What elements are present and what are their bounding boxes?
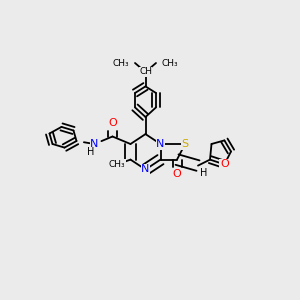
Text: S: S (182, 139, 189, 149)
Text: N: N (141, 164, 150, 175)
Text: O: O (172, 169, 182, 179)
Text: CH₃: CH₃ (109, 160, 125, 169)
Text: H: H (87, 147, 94, 158)
Text: CH₃: CH₃ (112, 58, 129, 68)
Text: H: H (200, 168, 207, 178)
Text: N: N (156, 139, 165, 149)
Text: N: N (90, 139, 99, 149)
Text: O: O (108, 118, 117, 128)
Text: CH: CH (139, 68, 152, 76)
Text: O: O (220, 159, 229, 170)
Text: CH₃: CH₃ (162, 58, 178, 68)
